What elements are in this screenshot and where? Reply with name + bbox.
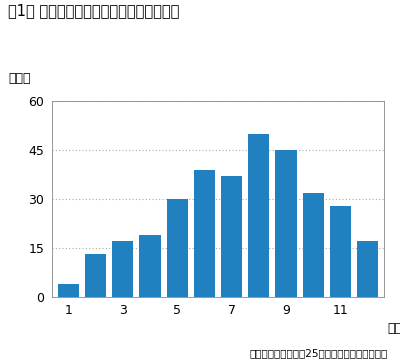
Text: （件）: （件） xyxy=(8,72,30,85)
Text: 図1． 月別にみた細菌性食中毒の発生件数: 図1． 月別にみた細菌性食中毒の発生件数 xyxy=(8,4,179,18)
Text: （厚生労働省、平成25年食中毒発生状况より）: （厚生労働省、平成25年食中毒発生状况より） xyxy=(250,348,388,358)
Bar xyxy=(357,241,378,297)
Bar xyxy=(166,199,188,297)
Bar xyxy=(221,176,242,297)
Bar xyxy=(276,150,297,297)
Bar xyxy=(58,284,79,297)
Bar xyxy=(85,254,106,297)
Bar xyxy=(139,235,160,297)
Bar xyxy=(303,193,324,297)
Bar xyxy=(194,170,215,297)
Bar xyxy=(112,241,133,297)
Text: （月）: （月） xyxy=(387,322,400,335)
Bar xyxy=(248,134,270,297)
Bar xyxy=(330,206,351,297)
